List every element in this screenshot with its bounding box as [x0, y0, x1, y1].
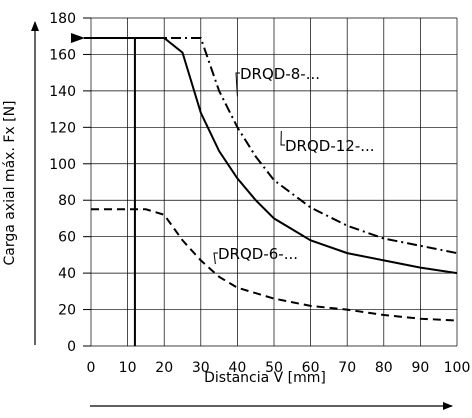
series-leader-line: [280, 130, 285, 146]
series-label-drqd-6: DRQD-6-...: [218, 245, 298, 263]
y-tick-label: 100: [49, 157, 76, 173]
x-tick-label: 20: [155, 360, 173, 376]
y-tick-label: 20: [58, 303, 76, 319]
y-axis-label: Carga axial máx. Fx [N]: [2, 100, 18, 265]
y-tick-label: 80: [58, 193, 76, 209]
series-line-drqd-8: [91, 37, 458, 275]
series-labels: DRQD-8-... DRQD-12-... DRQD-6-...: [213, 65, 375, 265]
series-leader-line: [213, 252, 218, 265]
y-tick-label: 160: [49, 47, 76, 63]
x-tick-label: 60: [302, 360, 320, 376]
y-tick-label: 180: [49, 11, 76, 27]
x-tick-label: 90: [411, 360, 429, 376]
y-tick-label: 0: [67, 339, 76, 355]
y-tick-label: 140: [49, 84, 76, 100]
y-tick-label: 60: [58, 230, 76, 246]
series-leader-line: [235, 72, 240, 97]
x-tick-label: 50: [265, 360, 283, 376]
series-line-drqd-12: [91, 37, 458, 255]
series-label-drqd-8: DRQD-8-...: [240, 65, 320, 83]
x-tick-label: 30: [192, 360, 210, 376]
y-tick-label: 120: [49, 120, 76, 136]
y-tick-label: 40: [58, 266, 76, 282]
tick-labels: 0 10 20 30 40 50 60 70 80 90 100 0 20 40 60 80 100 120 140…: [49, 11, 470, 376]
x-tick-label: 70: [338, 360, 356, 376]
x-tick-label: 100: [444, 360, 471, 376]
series: [71, 33, 458, 346]
grid: [83, 17, 458, 347]
x-tick-label: 40: [228, 360, 246, 376]
x-axis-label: Distancia V [mm]: [204, 370, 326, 386]
x-tick-label: 80: [375, 360, 393, 376]
series-label-drqd-12: DRQD-12-...: [285, 137, 375, 155]
x-tick-label: 10: [119, 360, 137, 376]
x-tick-label: 0: [87, 360, 96, 376]
series-line-drqd-6: [91, 208, 458, 322]
